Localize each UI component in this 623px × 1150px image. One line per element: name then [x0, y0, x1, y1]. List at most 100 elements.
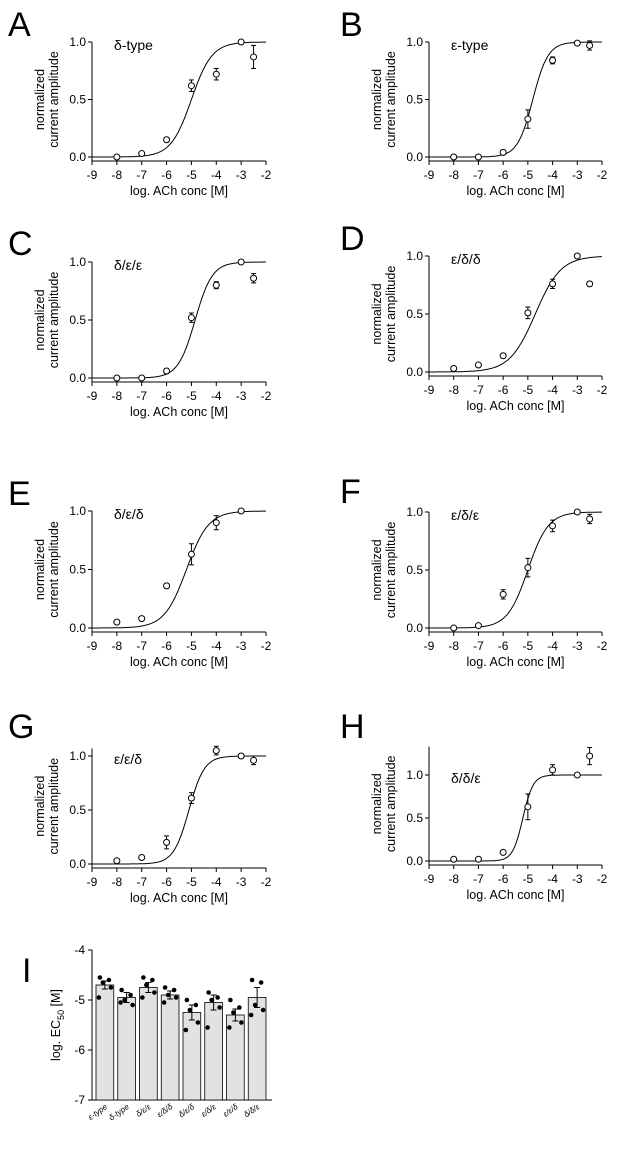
y-tick-label: 0.5 — [406, 93, 423, 107]
data-point — [474, 622, 482, 630]
data-point — [586, 280, 594, 288]
x-tick-label: -6 — [161, 639, 172, 653]
x-tick-label: -3 — [236, 875, 247, 889]
category-label: ε/δ/ε — [200, 1102, 219, 1119]
data-point — [141, 975, 146, 980]
fit-curve — [429, 41, 602, 158]
category-label: ε/ε/δ — [221, 1102, 240, 1119]
data-point — [138, 150, 146, 158]
x-tick-label: -9 — [87, 639, 98, 653]
x-tick-label: -6 — [161, 389, 172, 403]
y-tick-label: -4 — [74, 943, 85, 957]
fit-curve — [92, 755, 266, 865]
data-point — [113, 153, 121, 161]
panel-title: ε/δ/ε — [451, 507, 479, 523]
panel-label: A — [8, 6, 31, 44]
x-tick-label: -5 — [523, 872, 534, 886]
y-tick-label: 1.0 — [69, 749, 86, 763]
y-axis-label: current amplitude — [384, 755, 398, 852]
data-point — [113, 618, 121, 626]
x-axis-label: log. ACh conc [M] — [467, 399, 565, 413]
x-tick-label: -9 — [87, 168, 98, 182]
fit-curve — [92, 261, 266, 379]
x-tick-label: -7 — [473, 383, 484, 397]
data-point — [586, 752, 594, 760]
data-point — [138, 374, 146, 382]
panel-label: B — [340, 6, 363, 44]
bar — [160, 994, 180, 1101]
data-point — [573, 252, 581, 260]
data-point — [130, 1002, 135, 1008]
data-point — [524, 115, 532, 123]
x-tick-label: -4 — [211, 639, 222, 653]
y-axis-label: current amplitude — [384, 522, 398, 619]
data-point — [499, 590, 507, 598]
x-tick-label: -8 — [112, 875, 123, 889]
data-point — [128, 992, 133, 998]
data-point — [187, 1007, 193, 1013]
data-point — [450, 365, 458, 373]
y-tick-label: 0.0 — [69, 150, 86, 164]
data-point — [237, 507, 245, 515]
fit-curve — [92, 41, 266, 158]
x-tick-label: -3 — [572, 872, 583, 886]
x-tick-label: -4 — [547, 872, 558, 886]
data-point — [212, 281, 220, 289]
y-axis-label: current amplitude — [47, 521, 61, 618]
x-tick-label: -9 — [87, 389, 98, 403]
x-axis-label: log. ACh conc [M] — [130, 184, 228, 198]
y-axis-label: normalized — [33, 69, 47, 130]
data-point — [499, 848, 507, 856]
x-tick-label: -3 — [236, 639, 247, 653]
data-point — [227, 1025, 232, 1030]
data-point — [573, 39, 581, 47]
data-point — [237, 38, 245, 46]
fit-curve — [429, 774, 602, 862]
data-point — [140, 995, 145, 1000]
y-tick-label: 0.5 — [69, 563, 86, 577]
data-point — [152, 990, 157, 995]
x-tick-label: -3 — [572, 383, 583, 397]
x-tick-label: -7 — [136, 389, 147, 403]
y-tick-label: 1.0 — [406, 505, 423, 519]
y-tick-label: 1.0 — [69, 255, 86, 269]
y-tick-label: 0.5 — [69, 313, 86, 327]
panel-f: F -9 -8 -7 -6 -5 -4 -3 -2 0.0 0.5 1.0 log. ACh conc … — [340, 473, 608, 669]
panel-label: D — [340, 220, 365, 258]
x-axis-label: log. ACh conc [M] — [467, 888, 565, 902]
data-point — [122, 997, 127, 1003]
fit-curve — [429, 511, 602, 629]
y-tick-label: 0.0 — [69, 371, 86, 385]
data-point — [119, 987, 124, 993]
y-tick-label: 0.5 — [406, 563, 423, 577]
x-tick-label: -4 — [211, 389, 222, 403]
x-tick-label: -2 — [261, 639, 272, 653]
bar — [182, 1012, 202, 1101]
y-tick-label: 1.0 — [406, 35, 423, 49]
data-point — [96, 995, 102, 1000]
y-tick-label: 0.0 — [69, 857, 86, 871]
data-point — [150, 977, 155, 983]
panel-label: I — [22, 952, 31, 990]
data-point — [206, 990, 211, 995]
data-point — [586, 41, 594, 49]
y-tick-label: 0.5 — [69, 93, 86, 107]
panel-label: F — [340, 473, 361, 511]
data-point — [97, 975, 103, 980]
data-point — [106, 977, 112, 983]
bar — [95, 984, 115, 1101]
x-axis-label: log. ACh conc [M] — [130, 405, 228, 419]
data-point — [138, 615, 146, 623]
x-tick-label: -4 — [211, 168, 222, 182]
y-axis-label: log. EC50 [M] — [49, 989, 66, 1061]
data-point — [187, 794, 195, 802]
data-point — [260, 1007, 266, 1013]
panel-b: B -9 -8 -7 -6 -5 -4 -3 -2 0.0 0.5 1.0 log. ACh conc … — [340, 6, 608, 198]
data-point — [205, 1025, 210, 1030]
x-axis-label: log. ACh conc [M] — [130, 655, 228, 669]
category-label: ε/δ/δ — [155, 1102, 174, 1119]
panel-e: E -9 -8 -7 -6 -5 -4 -3 -2 0.0 0.5 1.0 log. ACh conc … — [8, 475, 272, 669]
y-tick-label: 0.5 — [406, 307, 423, 321]
panel-title: δ-type — [114, 37, 153, 53]
